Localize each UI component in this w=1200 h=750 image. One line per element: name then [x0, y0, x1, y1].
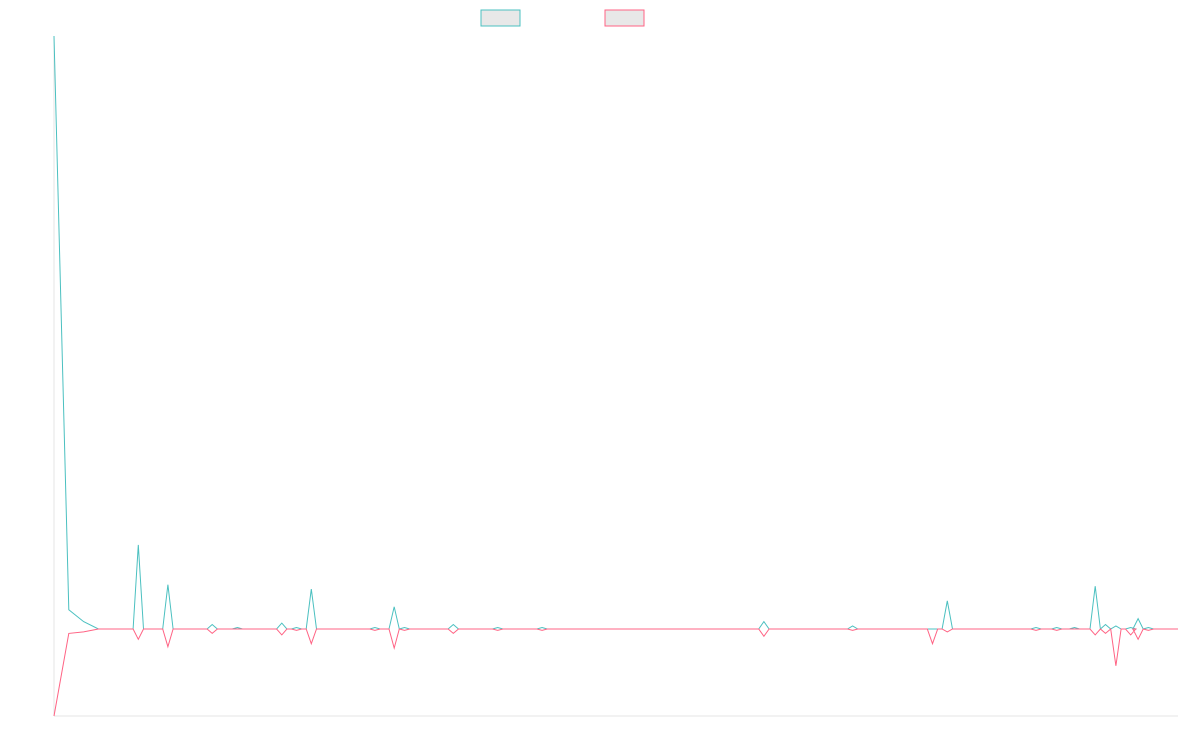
legend-item-series-2[interactable]: [604, 9, 645, 27]
series-1-line[interactable]: [53, 35, 1178, 631]
legend: [480, 9, 645, 27]
plot-area: [53, 35, 1178, 717]
legend-swatch-series-1: [480, 9, 521, 27]
legend-swatch-series-2: [604, 9, 645, 27]
series-2-line[interactable]: [53, 628, 1178, 717]
legend-item-series-1[interactable]: [480, 9, 521, 27]
